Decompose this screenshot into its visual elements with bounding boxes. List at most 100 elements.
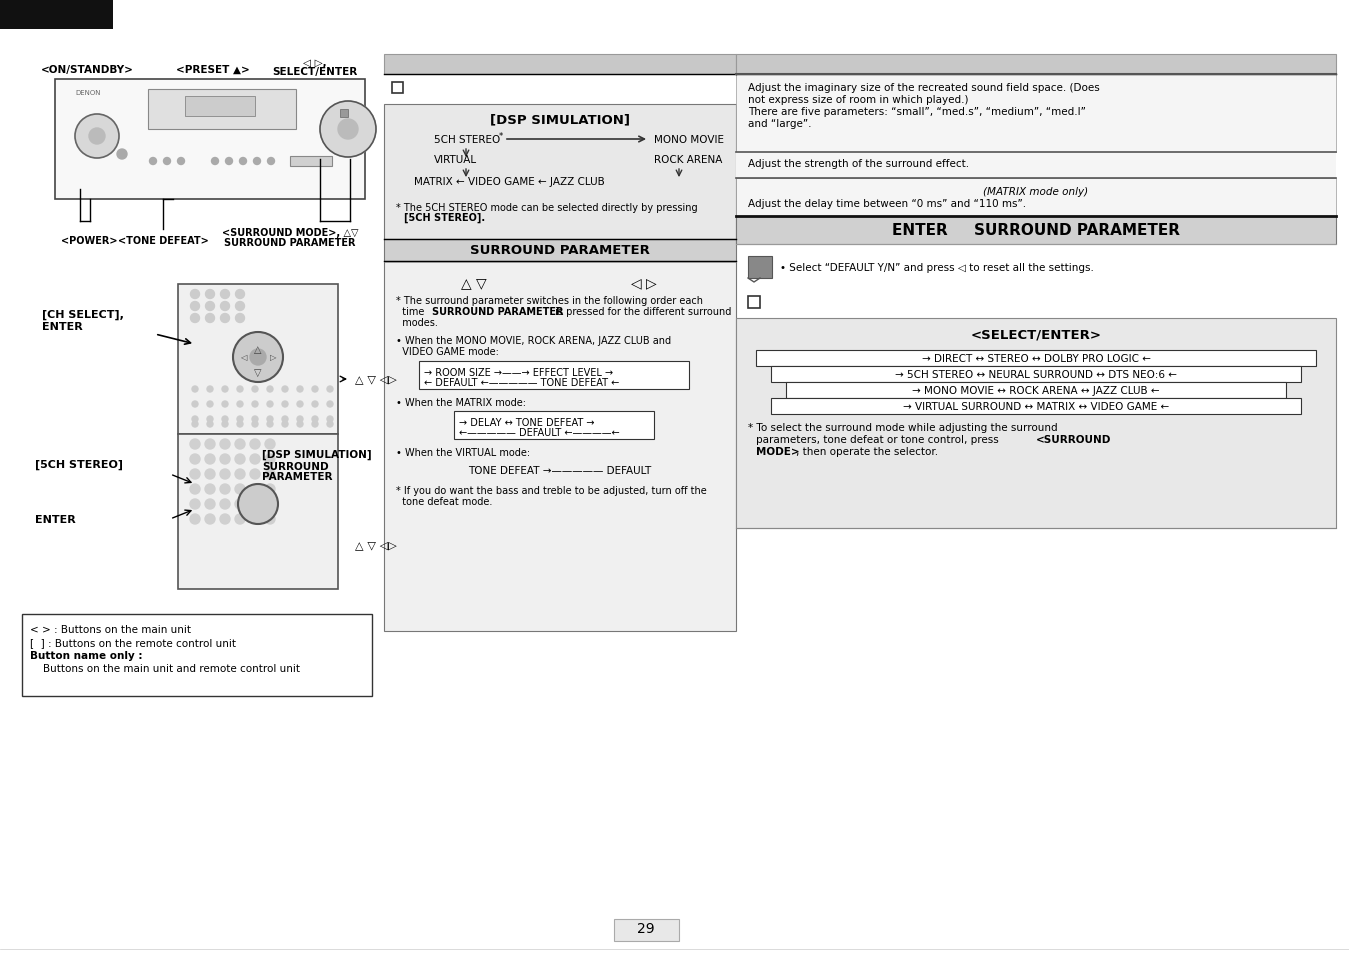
Text: ENTER: ENTER (35, 515, 76, 524)
Text: and “large”.: and “large”. (747, 119, 812, 129)
Circle shape (237, 421, 243, 428)
Text: PARAMETER: PARAMETER (262, 472, 332, 481)
Circle shape (206, 401, 213, 408)
Circle shape (237, 401, 243, 408)
Circle shape (312, 416, 318, 422)
Circle shape (117, 150, 127, 160)
Text: → VIRTUAL SURROUND ↔ MATRIX ↔ VIDEO GAME ←: → VIRTUAL SURROUND ↔ MATRIX ↔ VIDEO GAME… (902, 401, 1170, 412)
Circle shape (252, 387, 258, 393)
Circle shape (252, 421, 258, 428)
Text: VIDEO GAME mode:: VIDEO GAME mode: (397, 347, 499, 356)
Circle shape (190, 314, 200, 323)
Bar (747, 256, 772, 278)
Text: [DSP SIMULATION]: [DSP SIMULATION] (490, 112, 630, 126)
Text: [5CH STEREO].: [5CH STEREO]. (403, 213, 486, 223)
Text: * If you do want the bass and treble to be adjusted, turn off the: * If you do want the bass and treble to … (397, 485, 707, 496)
Circle shape (223, 401, 228, 408)
Circle shape (220, 470, 229, 479)
Text: (MATRIX mode only): (MATRIX mode only) (983, 187, 1089, 196)
Bar (786, 382, 1286, 398)
Circle shape (192, 416, 198, 422)
Text: ▷: ▷ (270, 354, 277, 362)
Text: is pressed for the different surround: is pressed for the different surround (552, 307, 731, 316)
Text: modes.: modes. (397, 317, 438, 328)
Text: → ROOM SIZE →——→ EFFECT LEVEL →: → ROOM SIZE →——→ EFFECT LEVEL → (424, 368, 614, 377)
Circle shape (205, 470, 214, 479)
Text: There are five parameters: “small”, “med.s”, “medium”, “med.l”: There are five parameters: “small”, “med… (747, 107, 1086, 117)
Circle shape (178, 158, 185, 165)
Text: Button name only :: Button name only : (30, 650, 143, 660)
Circle shape (339, 120, 357, 140)
Text: Adjust the strength of the surround effect.: Adjust the strength of the surround effe… (747, 159, 969, 169)
Circle shape (252, 416, 258, 422)
Text: [DSP SIMULATION]: [DSP SIMULATION] (262, 450, 371, 459)
Text: <ON/STANDBY>: <ON/STANDBY> (40, 65, 134, 75)
Circle shape (235, 484, 246, 495)
Text: ROCK ARENA: ROCK ARENA (654, 154, 722, 165)
Text: ◁ ▷,: ◁ ▷, (304, 58, 326, 68)
Circle shape (282, 416, 287, 422)
Text: SURROUND: SURROUND (262, 461, 329, 472)
Bar (384, 105, 737, 240)
Circle shape (205, 291, 214, 299)
Circle shape (190, 470, 200, 479)
Text: *: * (499, 132, 503, 141)
Circle shape (190, 302, 200, 312)
Bar (55, 80, 366, 200)
Circle shape (220, 455, 229, 464)
Text: △ ▽ ◁▷: △ ▽ ◁▷ (355, 374, 397, 384)
Bar (185, 97, 255, 117)
Text: ◁: ◁ (240, 354, 247, 362)
Text: [CH SELECT],: [CH SELECT], (42, 310, 124, 320)
Circle shape (206, 421, 213, 428)
Circle shape (235, 515, 246, 524)
Text: <SELECT/ENTER>: <SELECT/ENTER> (970, 329, 1102, 341)
Circle shape (220, 515, 229, 524)
Circle shape (267, 387, 272, 393)
Circle shape (212, 158, 219, 165)
Circle shape (192, 387, 198, 393)
Bar (178, 285, 339, 435)
Bar (178, 435, 339, 589)
Circle shape (267, 416, 272, 422)
Text: < > : Buttons on the main unit: < > : Buttons on the main unit (30, 624, 192, 635)
Circle shape (297, 421, 304, 428)
Circle shape (150, 158, 156, 165)
Text: <SURROUND MODE>, △▽: <SURROUND MODE>, △▽ (221, 228, 359, 237)
Text: SURROUND PARAMETER: SURROUND PARAMETER (469, 244, 650, 256)
Text: * The 5CH STEREO mode can be selected directly by pressing: * The 5CH STEREO mode can be selected di… (397, 203, 697, 213)
Bar (737, 179, 1336, 216)
Circle shape (220, 499, 229, 510)
Bar (420, 361, 689, 390)
Text: • When the MATRIX mode:: • When the MATRIX mode: (397, 397, 526, 408)
Text: <SURROUND: <SURROUND (1036, 435, 1112, 444)
Circle shape (250, 350, 266, 366)
Bar (772, 367, 1300, 382)
Circle shape (205, 302, 214, 312)
Circle shape (235, 439, 246, 450)
Bar (384, 240, 737, 262)
Circle shape (192, 401, 198, 408)
Circle shape (225, 158, 232, 165)
Circle shape (235, 499, 246, 510)
Text: • Select “DEFAULT Y/N” and press ◁ to reset all the settings.: • Select “DEFAULT Y/N” and press ◁ to re… (780, 263, 1094, 273)
Circle shape (297, 416, 304, 422)
Bar (737, 216, 1336, 245)
Bar (290, 157, 332, 167)
Circle shape (163, 158, 170, 165)
Text: tone defeat mode.: tone defeat mode. (397, 497, 492, 506)
Circle shape (267, 158, 274, 165)
Circle shape (236, 302, 244, 312)
Circle shape (235, 455, 246, 464)
Text: • When the VIRTUAL mode:: • When the VIRTUAL mode: (397, 448, 530, 457)
Text: • When the MONO MOVIE, ROCK ARENA, JAZZ CLUB and: • When the MONO MOVIE, ROCK ARENA, JAZZ … (397, 335, 670, 346)
Circle shape (267, 401, 272, 408)
Text: 29: 29 (637, 921, 654, 935)
Text: * To select the surround mode while adjusting the surround: * To select the surround mode while adju… (747, 422, 1058, 433)
Circle shape (250, 499, 260, 510)
Circle shape (312, 387, 318, 393)
Circle shape (282, 387, 287, 393)
Bar (384, 55, 737, 75)
Circle shape (206, 416, 213, 422)
Bar (747, 296, 759, 309)
